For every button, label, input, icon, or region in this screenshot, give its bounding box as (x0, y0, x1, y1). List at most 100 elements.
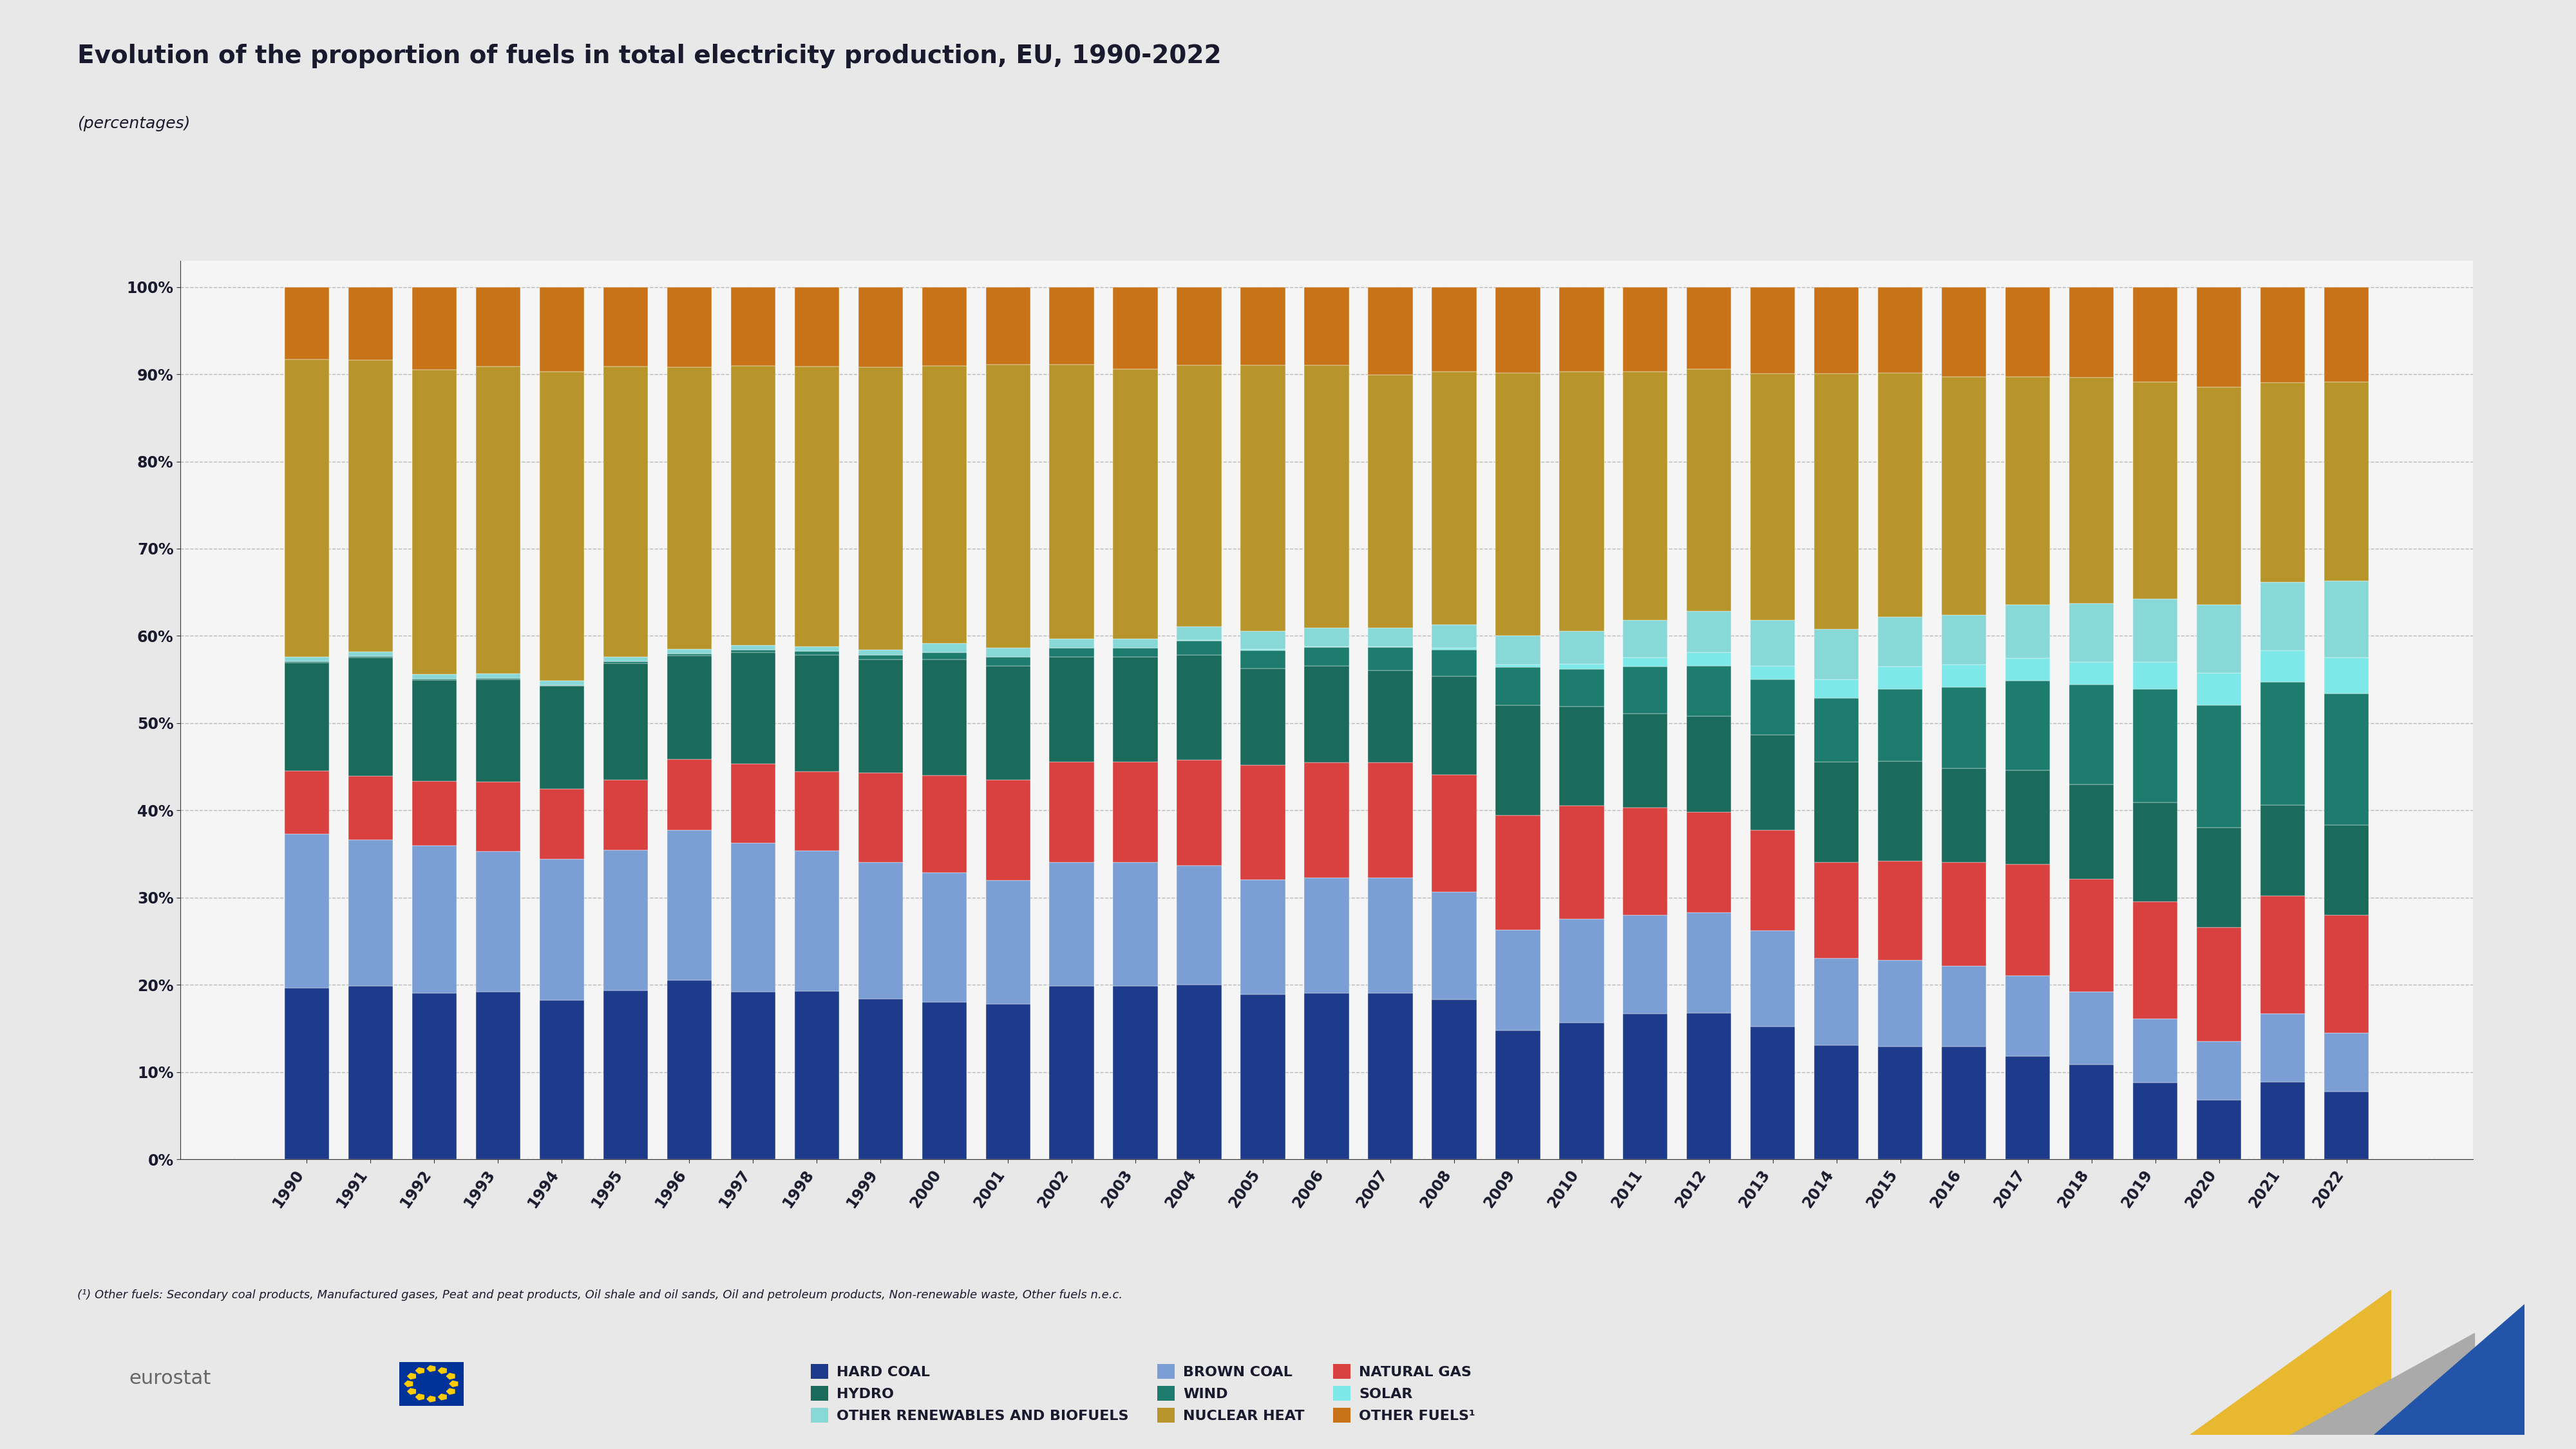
Bar (667, 656, 711, 759)
Bar (1497, 930, 1540, 1030)
Bar (538, 681, 585, 685)
Bar (283, 359, 330, 658)
Bar (1878, 961, 1922, 1046)
Bar (2259, 895, 2306, 1014)
Bar (922, 643, 966, 652)
Bar (793, 851, 840, 991)
Bar (1303, 365, 1350, 627)
Bar (1878, 372, 1922, 617)
Bar (732, 649, 775, 652)
Bar (2133, 598, 2177, 662)
Bar (1623, 807, 1667, 916)
Bar (1878, 690, 1922, 762)
Bar (348, 840, 394, 985)
Bar (2069, 993, 2115, 1065)
Bar (1432, 677, 1476, 775)
Bar (1177, 985, 1221, 1159)
Bar (2324, 1091, 2370, 1159)
Bar (603, 661, 647, 664)
Bar (793, 646, 840, 651)
Bar (1558, 1023, 1605, 1159)
Bar (1878, 762, 1922, 861)
Bar (1432, 648, 1476, 651)
Bar (987, 881, 1030, 1004)
Bar (1687, 287, 1731, 369)
Bar (348, 359, 394, 652)
Bar (2259, 1014, 2306, 1082)
Polygon shape (2290, 1333, 2473, 1435)
Bar (1242, 651, 1285, 668)
Bar (477, 852, 520, 991)
Bar (1048, 762, 1095, 862)
Bar (538, 287, 585, 371)
Bar (538, 1000, 585, 1159)
Bar (667, 830, 711, 981)
Bar (1368, 762, 1412, 878)
Bar (1113, 762, 1157, 862)
Bar (2069, 880, 2115, 993)
Bar (922, 872, 966, 1001)
Bar (283, 658, 330, 662)
Bar (1558, 707, 1605, 806)
Bar (987, 1004, 1030, 1159)
Bar (1303, 287, 1350, 365)
Bar (1942, 687, 1986, 768)
Bar (1687, 1013, 1731, 1159)
Bar (1368, 878, 1412, 993)
Bar (477, 674, 520, 678)
Bar (1623, 1014, 1667, 1159)
Bar (2324, 581, 2370, 658)
Bar (2069, 662, 2115, 685)
Bar (283, 835, 330, 988)
Bar (2197, 1100, 2241, 1159)
Bar (412, 674, 456, 678)
Bar (1623, 287, 1667, 371)
Bar (732, 991, 775, 1159)
Bar (1942, 287, 1986, 377)
Bar (1687, 716, 1731, 811)
Bar (283, 287, 330, 359)
Bar (1368, 671, 1412, 762)
Bar (1497, 664, 1540, 667)
Bar (1623, 714, 1667, 807)
Bar (1814, 287, 1860, 374)
Bar (1942, 966, 1986, 1046)
Bar (2007, 287, 2050, 377)
Bar (1432, 371, 1476, 625)
Bar (1814, 629, 1860, 680)
Bar (667, 981, 711, 1159)
Bar (858, 659, 902, 772)
Bar (603, 656, 647, 661)
Bar (1177, 640, 1221, 655)
Bar (2197, 1040, 2241, 1100)
Bar (1177, 761, 1221, 865)
Bar (858, 367, 902, 651)
Bar (2324, 916, 2370, 1033)
Bar (922, 287, 966, 365)
Bar (603, 367, 647, 656)
Bar (538, 790, 585, 859)
Bar (922, 775, 966, 872)
Bar (1242, 668, 1285, 765)
Bar (1497, 706, 1540, 816)
Bar (1623, 658, 1667, 667)
Bar (793, 367, 840, 646)
Bar (2324, 1033, 2370, 1091)
Bar (1303, 993, 1350, 1159)
Bar (412, 369, 456, 674)
Bar (858, 651, 902, 655)
Bar (1942, 377, 1986, 616)
Bar (2007, 377, 2050, 604)
Bar (1878, 1046, 1922, 1159)
Bar (1368, 627, 1412, 646)
Bar (1752, 680, 1795, 735)
Bar (1497, 372, 1540, 636)
Bar (2133, 1019, 2177, 1082)
Bar (1048, 287, 1095, 365)
Bar (2007, 769, 2050, 864)
Bar (1177, 865, 1221, 985)
Bar (1623, 620, 1667, 658)
Bar (2069, 287, 2115, 377)
Bar (1942, 616, 1986, 665)
Bar (987, 667, 1030, 780)
